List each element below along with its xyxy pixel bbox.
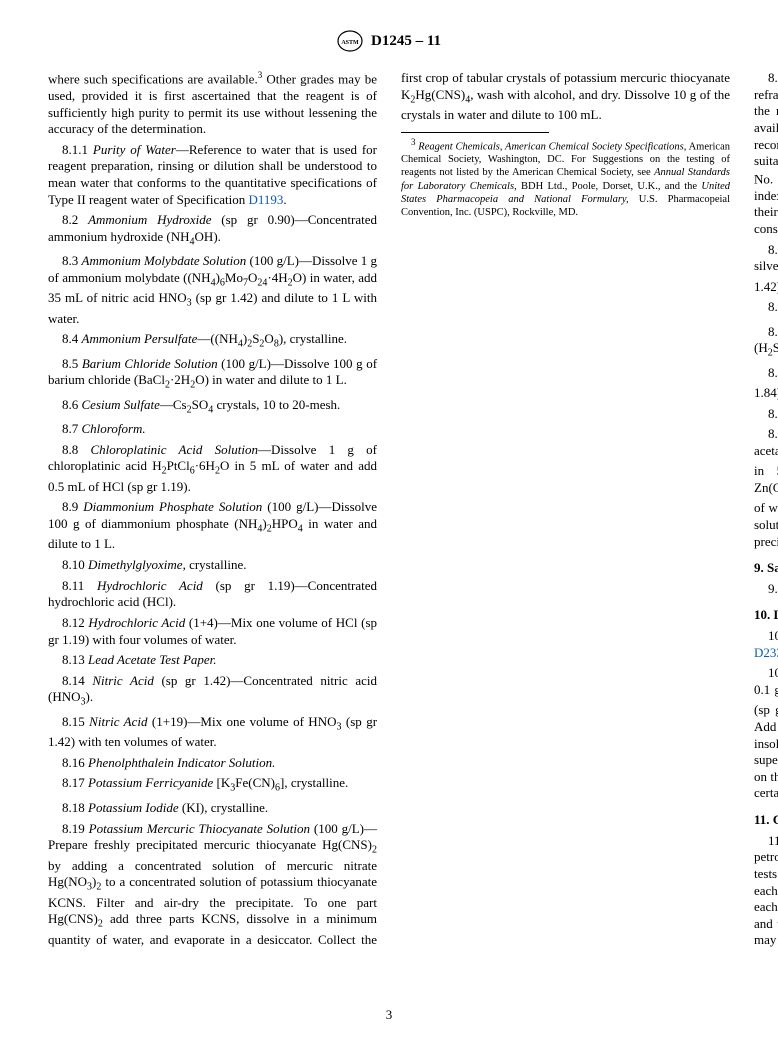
para-8-4: 8.4 Ammonium Persulfate—((NH4)2S2O8), cr…: [48, 331, 377, 351]
para-8-26: 8.26 Zinc Uranyl Acetate Solution—Dissol…: [754, 426, 778, 550]
para-8-6: 8.6 Cesium Sulfate—Cs2SO4 crystals, 10 t…: [48, 397, 377, 417]
footnote-rule-left: [401, 132, 549, 133]
para-8-17: 8.17 Potassium Ferricyanide [K3Fe(CN)6],…: [48, 775, 377, 795]
para-8-25: 8.25 Zinc Dust—Powdered zinc metal.: [754, 406, 778, 423]
section-11-heading: 11. Chemical Procedures: [754, 812, 778, 829]
para-8-21: 8.21 Silver Nitrate Solution (50 g/L)—Di…: [754, 242, 778, 296]
para-9-1: 9.1 Collect the sample in accordance wit…: [754, 581, 778, 598]
para-8-12: 8.12 Hydrochloric Acid (1+4)—Mix one vol…: [48, 615, 377, 648]
footnote-3: 3 Reagent Chemicals, American Chemical S…: [401, 137, 730, 219]
para-8-2: 8.2 Ammonium Hydroxide (sp gr 0.90)—Conc…: [48, 212, 377, 249]
para-11-1: 11.1 The tests in this section are inten…: [754, 833, 778, 949]
para-8-10: 8.10 Dimethylglyoxime, crystalline.: [48, 557, 377, 574]
para-8-9: 8.9 Diammonium Phosphate Solution (100 g…: [48, 499, 377, 553]
para-8-8: 8.8 Chloroplatinic Acid Solution—Dissolv…: [48, 442, 377, 496]
para-8-16: 8.16 Phenolphthalein Indicator Solution.: [48, 755, 377, 772]
para-8-20: 8.20 Refractive Index Standards —A set o…: [754, 70, 778, 238]
svg-text:ASTM: ASTM: [341, 40, 359, 46]
para-8-3: 8.3 Ammonium Molybdate Solution (100 g/L…: [48, 253, 377, 327]
para-8-intro: where such specifications are available.…: [48, 70, 377, 138]
ref-d1193[interactable]: D1193: [249, 192, 284, 207]
ref-d2331[interactable]: D2331: [754, 645, 778, 660]
para-8-7: 8.7 Chloroform.: [48, 421, 377, 438]
para-8-18: 8.18 Potassium Iodide (KI), crystalline.: [48, 800, 377, 817]
section-9-heading: 9. Sampling: [754, 560, 778, 577]
page-number: 3: [0, 1007, 778, 1023]
para-8-15: 8.15 Nitric Acid (1+19)—Mix one volume o…: [48, 714, 377, 751]
para-8-11: 8.11 Hydrochloric Acid (sp gr 1.19)—Conc…: [48, 578, 377, 611]
body-columns: where such specifications are available.…: [48, 70, 730, 950]
para-8-14: 8.14 Nitric Acid (sp gr 1.42)—Concentrat…: [48, 673, 377, 710]
section-10-heading: 10. Laboratory Preparation of Samples: [754, 607, 778, 624]
para-8-23: 8.23 Sulfuric Acid (sp gr 1.84)—Concentr…: [754, 324, 778, 361]
designation-number: D1245 – 11: [371, 33, 441, 50]
astm-logo: ASTM: [337, 30, 363, 52]
para-10-1: 10.1 Prepare the sample in accordance wi…: [754, 628, 778, 661]
para-8-24: 8.24 Sulfuric Acid (1+19)—Add 1 volume o…: [754, 365, 778, 402]
para-10-2: 10.2 Place a portion of the ground sampl…: [754, 665, 778, 802]
page: ASTM D1245 – 11 where such specification…: [0, 0, 778, 1041]
para-8-5: 8.5 Barium Chloride Solution (100 g/L)—D…: [48, 356, 377, 393]
para-8-1-1: 8.1.1 Purity of Water—Reference to water…: [48, 142, 377, 209]
para-8-13: 8.13 Lead Acetate Test Paper.: [48, 652, 377, 669]
page-header: ASTM D1245 – 11: [48, 30, 730, 52]
para-8-22: 8.22 Sodium Bismuthate—Powdered NaBiO3.: [754, 299, 778, 319]
